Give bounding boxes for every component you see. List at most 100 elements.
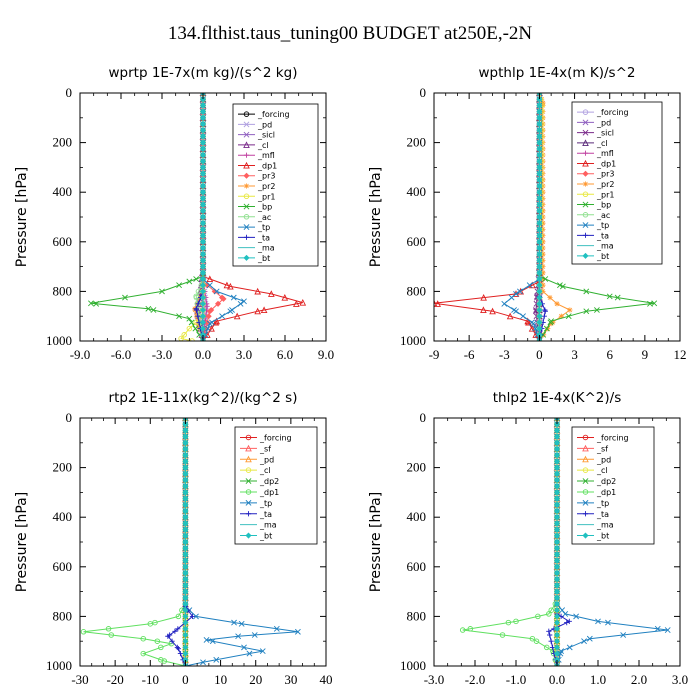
data-point xyxy=(193,276,200,282)
data-point xyxy=(540,127,546,133)
legend: _forcing _sf _pd _cl _dp2 _dp1 _tp _ta _ma _bt xyxy=(571,426,655,545)
data-point xyxy=(199,300,207,307)
data-point xyxy=(199,164,207,171)
data-point xyxy=(605,619,611,626)
y-tick-label: 400 xyxy=(407,509,427,524)
data-point xyxy=(206,282,213,289)
legend-marker xyxy=(245,444,252,452)
data-point xyxy=(583,308,590,315)
panel-title: rtp2 1E-11x(kg^2)/(kg^2 s) xyxy=(109,390,298,406)
data-point xyxy=(182,520,189,527)
data-point xyxy=(505,619,512,626)
data-point xyxy=(536,145,543,152)
data-point xyxy=(182,551,189,558)
data-point xyxy=(553,582,561,589)
legend-entry: _forcing xyxy=(596,433,629,442)
data-point xyxy=(553,433,561,440)
data-point xyxy=(508,294,515,301)
data-point xyxy=(145,305,152,312)
data-point xyxy=(182,613,189,620)
data-point xyxy=(553,421,561,428)
data-point xyxy=(553,594,561,601)
data-point xyxy=(540,251,546,257)
data-point xyxy=(553,557,561,564)
legend-entry: _bt xyxy=(259,532,272,541)
data-point xyxy=(540,146,546,152)
legend-entry: _ma xyxy=(596,242,614,251)
data-point xyxy=(545,326,551,332)
data-point xyxy=(553,538,561,546)
data-point xyxy=(147,621,154,627)
x-tick-label: 3.0 xyxy=(672,672,688,687)
data-point xyxy=(540,109,546,115)
data-point xyxy=(182,563,189,570)
series-line-bp xyxy=(538,93,655,341)
y-axis-label: Pressure [hPa] xyxy=(368,492,384,592)
data-point xyxy=(182,532,189,539)
legend-marker xyxy=(582,478,589,484)
data-point xyxy=(540,276,546,282)
data-point xyxy=(525,318,532,326)
data-point xyxy=(223,281,231,289)
x-tick-label: -30 xyxy=(71,672,88,687)
y-tick-label: 800 xyxy=(407,283,427,298)
x-tick-label: 10 xyxy=(214,672,227,687)
series-line-bp xyxy=(90,93,204,341)
x-tick-label: -6 xyxy=(464,347,475,362)
data-point xyxy=(536,114,543,121)
legend-marker xyxy=(582,139,589,146)
data-point xyxy=(553,613,561,620)
data-point xyxy=(530,320,537,327)
x-tick-label: -3.0 xyxy=(424,672,445,687)
data-point xyxy=(553,631,561,639)
data-point xyxy=(513,308,519,315)
data-point xyxy=(182,594,189,601)
y-axis-label: Pressure [hPa] xyxy=(14,167,30,267)
data-point xyxy=(199,306,207,314)
data-point xyxy=(536,338,543,341)
x-tick-label: 9.0 xyxy=(318,347,334,362)
legend-marker xyxy=(245,455,252,463)
data-point xyxy=(199,189,207,196)
x-tick-label: -2.0 xyxy=(465,672,486,687)
data-point xyxy=(93,300,100,307)
data-point xyxy=(235,633,242,640)
data-point xyxy=(206,320,213,327)
data-point xyxy=(529,281,536,289)
data-point xyxy=(174,644,180,650)
y-tick-label: 200 xyxy=(53,135,73,150)
data-point xyxy=(553,551,561,558)
series-group xyxy=(459,418,671,666)
data-point xyxy=(182,483,189,490)
data-point xyxy=(467,626,474,632)
legend-marker xyxy=(245,532,252,539)
data-point xyxy=(182,576,189,583)
x-tick-label: 6 xyxy=(606,347,613,362)
legend-marker xyxy=(582,232,589,238)
data-point xyxy=(80,629,87,635)
data-point xyxy=(536,220,543,227)
data-point xyxy=(581,638,587,645)
data-point xyxy=(182,557,189,564)
x-tick-label: -9 xyxy=(429,347,440,362)
data-point xyxy=(540,140,546,146)
data-point xyxy=(553,520,561,527)
legend-entry: _ta xyxy=(596,510,609,519)
legend-marker xyxy=(582,159,589,167)
data-point xyxy=(199,195,207,202)
y-tick-label: 0 xyxy=(66,85,73,100)
data-point xyxy=(177,651,184,657)
legend-marker xyxy=(582,170,589,177)
legend-marker xyxy=(245,478,252,484)
legend-marker xyxy=(243,203,250,210)
data-point xyxy=(219,313,226,320)
data-point xyxy=(196,323,202,329)
data-point xyxy=(182,439,189,446)
data-point xyxy=(199,220,207,227)
data-point xyxy=(553,644,561,651)
x-tick-label: 6.0 xyxy=(277,347,293,362)
data-point xyxy=(553,588,561,595)
legend-marker xyxy=(245,467,252,473)
data-point xyxy=(434,300,441,307)
data-point xyxy=(540,270,546,276)
